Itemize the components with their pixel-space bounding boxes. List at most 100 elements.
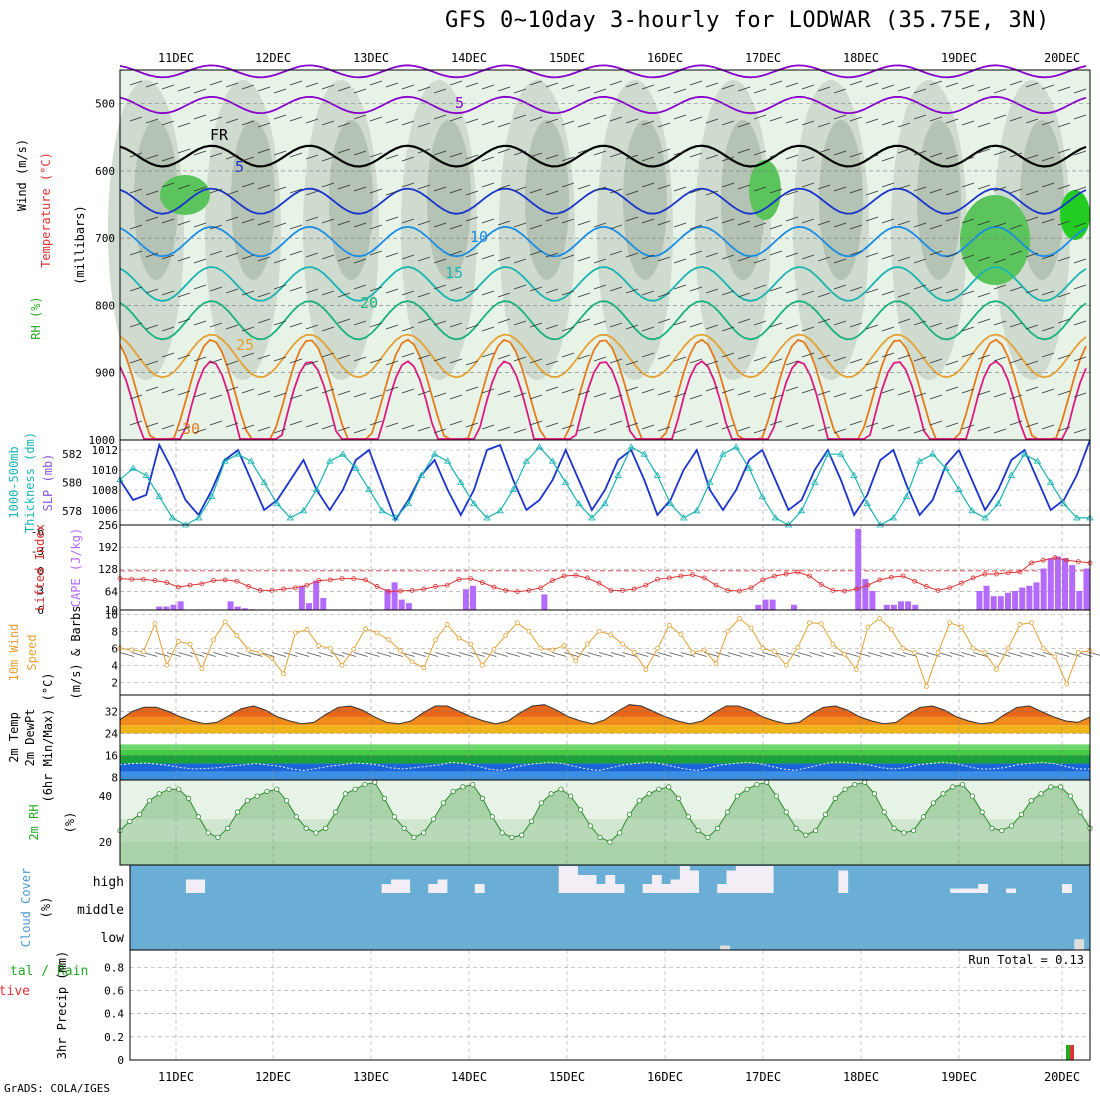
wind-barb <box>273 88 287 94</box>
rh-point <box>911 827 917 834</box>
pressure-tick-label: 500 <box>95 98 115 111</box>
wind-barb <box>937 652 953 657</box>
rh-point <box>969 793 976 799</box>
wind-barb <box>721 218 735 224</box>
isotherm-label: 5 <box>455 94 464 112</box>
wind-barb <box>417 426 431 432</box>
wind-barb <box>412 652 427 657</box>
wind-barb <box>209 224 223 230</box>
wind-barb <box>353 186 367 192</box>
isotherm-label: FR <box>210 126 229 144</box>
li-point <box>269 587 275 593</box>
wind-barb <box>727 652 742 657</box>
rh-point <box>920 814 927 820</box>
cloud-level-label: low <box>101 931 125 946</box>
rh-point <box>176 786 182 792</box>
wind-barb <box>545 190 559 196</box>
thickness-point <box>430 450 439 457</box>
li-point <box>281 586 287 592</box>
rh-point <box>479 795 486 801</box>
wind-barb <box>209 116 223 122</box>
wind-barb <box>881 326 895 332</box>
rh-point <box>1058 784 1064 790</box>
wind-barb <box>609 250 623 256</box>
wind-barb <box>241 120 255 126</box>
wind-barb <box>193 392 207 398</box>
wind-barb <box>305 360 319 366</box>
cloud-high-bar <box>596 884 606 893</box>
wind-barb <box>1073 258 1087 264</box>
cape-bar <box>897 601 904 610</box>
thickness-point <box>797 507 806 514</box>
thickness-point <box>981 514 989 521</box>
li-point <box>772 573 777 579</box>
thickness-point <box>719 450 727 457</box>
cape-bar <box>234 606 241 610</box>
wind-barb <box>545 386 559 392</box>
cloud-high-bar <box>474 884 485 893</box>
precip-tick-label: 0.6 <box>104 985 124 998</box>
wind-barb <box>497 86 511 92</box>
wind-barb <box>257 292 271 298</box>
wind-speed-point <box>199 666 205 672</box>
cloud-panel: high middle low <box>77 865 1090 950</box>
wind-barb <box>433 222 447 228</box>
li-tick-label: 0 <box>37 565 44 578</box>
wind-barb <box>673 88 687 94</box>
wind-barb <box>913 284 927 290</box>
wind-barb <box>961 156 975 162</box>
wind-barb <box>337 184 351 190</box>
thickness-point <box>1046 478 1055 485</box>
thickness-point <box>194 514 203 521</box>
li-point <box>409 587 415 593</box>
wind-barb <box>337 86 351 92</box>
wind-speed-point <box>573 658 579 664</box>
rh-point <box>1028 798 1034 804</box>
wind-barb <box>353 392 367 398</box>
wind-barb <box>769 250 783 256</box>
wind-barb <box>577 220 591 226</box>
wind-barb <box>353 88 367 94</box>
wind-barb <box>321 388 335 394</box>
wind-speed-point <box>234 633 240 638</box>
cape-bar <box>862 578 869 610</box>
wind-barb <box>801 290 815 296</box>
wind-barb <box>945 324 959 330</box>
li-point <box>386 589 392 595</box>
wind-barb <box>435 652 450 657</box>
wind-barb <box>1073 356 1087 362</box>
wind-barb <box>321 156 335 162</box>
rh-point <box>705 834 711 841</box>
wind-barb <box>193 150 207 156</box>
wind-barb <box>721 388 735 394</box>
wind-barb <box>926 652 941 657</box>
wind-barb <box>561 254 575 260</box>
panel-axis-label: Cloud Cover <box>19 868 33 947</box>
panel-axis-label: (%) <box>63 812 77 834</box>
cape-bar <box>1019 587 1026 610</box>
wind-barb <box>528 652 544 657</box>
rh-point <box>332 809 339 815</box>
rh-point <box>450 788 456 795</box>
slp-tick-label: 1008 <box>92 484 119 497</box>
wind-barb <box>769 322 783 328</box>
rh-contour <box>819 120 863 280</box>
thickness-point <box>299 507 308 514</box>
isotherm-label: 5 <box>235 158 244 176</box>
wind-barb <box>801 84 815 90</box>
wind-barb <box>417 354 431 360</box>
wind-barb <box>465 324 479 330</box>
wind-barb <box>529 116 543 122</box>
thickness-point <box>365 485 373 492</box>
li-point <box>398 588 403 594</box>
rh-area <box>120 782 1090 865</box>
wind-speed-point <box>608 632 614 638</box>
wind-barb <box>609 322 623 328</box>
wind-barb <box>337 256 351 262</box>
li-point <box>339 576 345 582</box>
panel-axis-label: CAPE (J/kg) <box>69 528 83 607</box>
wind-barb <box>513 88 527 94</box>
wind-barb <box>369 358 383 364</box>
wind-barb <box>273 284 287 290</box>
wind-barb <box>993 284 1007 290</box>
